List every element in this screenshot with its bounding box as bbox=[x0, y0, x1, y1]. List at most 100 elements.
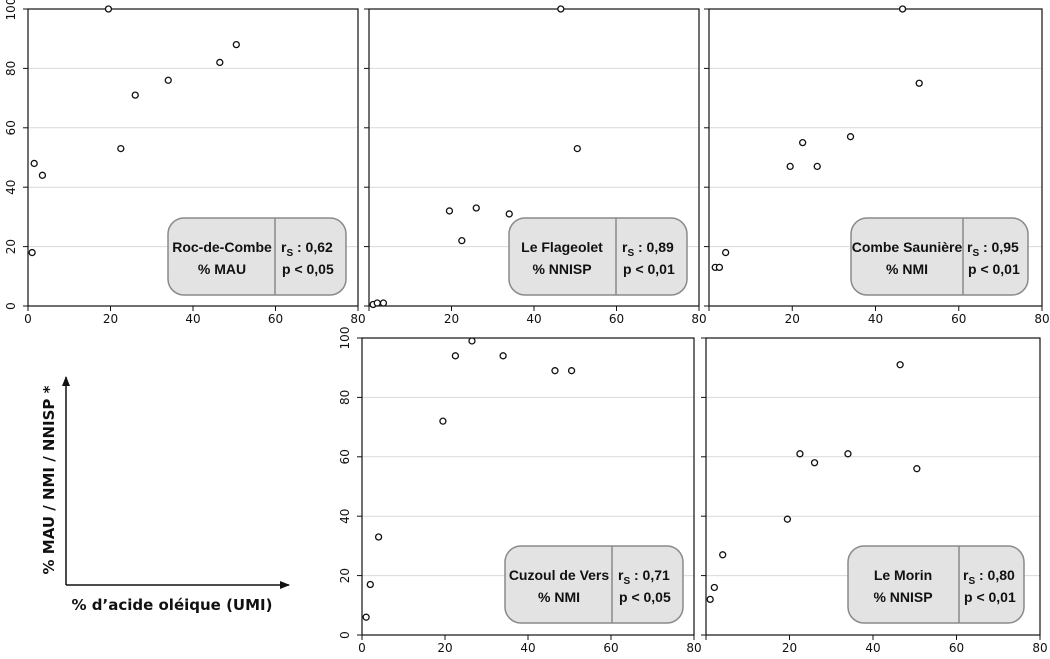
y-tick-label: 80 bbox=[4, 61, 18, 76]
y-tick-label: 20 bbox=[338, 568, 352, 583]
panel-plot: 0 20 40 60 80 100 0 20 40 60 80 bbox=[338, 327, 702, 655]
data-point bbox=[232, 40, 240, 49]
rs-value: : 0,71 bbox=[634, 567, 670, 583]
measure-label: % NNISP bbox=[532, 261, 591, 277]
panel-plot: 20 40 60 80 bbox=[364, 5, 707, 326]
data-point bbox=[472, 204, 480, 212]
data-point bbox=[104, 5, 113, 13]
data-point bbox=[451, 352, 460, 360]
data-point bbox=[362, 613, 370, 621]
x-tick-label: 20 bbox=[437, 641, 452, 655]
stats-box-frame bbox=[504, 545, 684, 624]
data-point bbox=[719, 551, 727, 559]
stats-box-frame bbox=[508, 217, 688, 296]
x-tick-label: 60 bbox=[609, 312, 624, 326]
x-tick-label: 60 bbox=[949, 641, 964, 655]
x-tick-label: 20 bbox=[103, 312, 118, 326]
x-tick-label: 40 bbox=[865, 641, 880, 655]
y-tick-label: 20 bbox=[4, 239, 18, 254]
stats-box: Combe Saunière % NMI rS : 0,95 p < 0,01 bbox=[850, 217, 1029, 296]
stats-box: Le Flageolet % NNISP rS : 0,89 p < 0,01 bbox=[508, 217, 688, 296]
data-point bbox=[505, 210, 513, 218]
x-tick-label: 80 bbox=[1032, 641, 1047, 655]
rs-value: : 0,89 bbox=[638, 239, 674, 255]
stats-box-frame bbox=[167, 217, 347, 296]
x-tick-label: 20 bbox=[782, 641, 797, 655]
y-tick-label: 40 bbox=[4, 180, 18, 195]
stats-box-frame bbox=[850, 217, 1029, 296]
measure-label: % NMI bbox=[538, 589, 580, 605]
data-point bbox=[810, 459, 819, 467]
site-name: Le Flageolet bbox=[521, 239, 603, 255]
data-point bbox=[915, 79, 923, 87]
data-point bbox=[216, 58, 224, 67]
data-point bbox=[786, 162, 794, 171]
x-tick-label: 40 bbox=[526, 312, 541, 326]
x-tick-label: 0 bbox=[24, 312, 32, 326]
data-point bbox=[499, 352, 507, 360]
measure-label: % NMI bbox=[886, 261, 928, 277]
legend-x-label: % d’acide oléique (UMI) bbox=[72, 596, 273, 614]
p-value: p < 0,05 bbox=[619, 589, 671, 605]
data-point bbox=[557, 5, 565, 13]
x-tick-label: 80 bbox=[350, 312, 365, 326]
panel-plot: 20 40 60 80 bbox=[701, 337, 1048, 655]
panel-cuzoul-de-vers: 0 20 40 60 80 100 0 20 40 60 80 Cuzoul de Vers % N… bbox=[338, 327, 702, 655]
x-tick-label: 80 bbox=[1034, 312, 1049, 326]
x-tick-label: 0 bbox=[358, 641, 366, 655]
data-point bbox=[846, 133, 855, 141]
data-point bbox=[366, 580, 374, 589]
x-tick-label: 80 bbox=[686, 641, 701, 655]
data-point bbox=[844, 450, 852, 458]
p-value: p < 0,01 bbox=[964, 589, 1016, 605]
data-point bbox=[573, 144, 581, 153]
data-point bbox=[379, 299, 388, 307]
data-point bbox=[715, 263, 724, 272]
measure-label: % MAU bbox=[198, 261, 246, 277]
data-point bbox=[722, 248, 730, 257]
data-point bbox=[373, 299, 381, 307]
y-tick-label: 100 bbox=[338, 327, 352, 350]
x-tick-label: 80 bbox=[691, 312, 706, 326]
y-tick-label: 40 bbox=[338, 509, 352, 524]
y-tick-label: 60 bbox=[4, 120, 18, 135]
p-value: p < 0,01 bbox=[623, 261, 675, 277]
site-name: Cuzoul de Vers bbox=[509, 567, 610, 583]
site-name: Combe Saunière bbox=[852, 239, 963, 255]
panel-le-morin: 20 40 60 80 Le Morin % NNISP rS : 0,80 p < … bbox=[701, 337, 1048, 655]
data-point bbox=[796, 450, 804, 458]
panel-roc-de-combe: 0 20 40 60 80 100 0 20 40 60 80 Roc-de-Combe % MAU… bbox=[4, 0, 366, 326]
x-tick-label: 60 bbox=[268, 312, 283, 326]
x-tick-label: 40 bbox=[520, 641, 535, 655]
data-point bbox=[439, 417, 447, 425]
legend-y-label: % MAU / NMI / NNISP * bbox=[40, 385, 58, 574]
y-tick-label: 60 bbox=[338, 449, 352, 464]
data-point bbox=[799, 138, 807, 147]
data-point bbox=[896, 361, 904, 369]
data-point bbox=[567, 367, 576, 375]
panel-le-flageolet: 20 40 60 80 Le Flageolet % NNISP rS : 0,89 … bbox=[364, 5, 707, 326]
data-point bbox=[164, 76, 172, 84]
p-value: p < 0,05 bbox=[282, 261, 334, 277]
x-tick-label: 40 bbox=[185, 312, 200, 326]
y-tick-label: 100 bbox=[4, 0, 18, 20]
y-tick-label: 0 bbox=[4, 302, 18, 310]
data-point bbox=[38, 171, 47, 179]
data-point bbox=[117, 144, 125, 153]
y-tick-label: 0 bbox=[338, 631, 352, 639]
x-tick-label: 40 bbox=[868, 312, 883, 326]
data-point bbox=[913, 465, 921, 473]
data-point bbox=[706, 595, 714, 604]
y-tick-label: 80 bbox=[338, 390, 352, 405]
data-point bbox=[458, 237, 466, 245]
data-point bbox=[28, 248, 36, 257]
rs-value: : 0,62 bbox=[297, 239, 333, 255]
stats-box: Cuzoul de Vers % NMI rS : 0,71 p < 0,05 bbox=[504, 545, 684, 624]
data-point bbox=[468, 337, 476, 345]
site-name: Le Morin bbox=[874, 567, 932, 583]
x-tick-label: 60 bbox=[951, 312, 966, 326]
data-point bbox=[783, 515, 792, 523]
site-name: Roc-de-Combe bbox=[172, 239, 272, 255]
